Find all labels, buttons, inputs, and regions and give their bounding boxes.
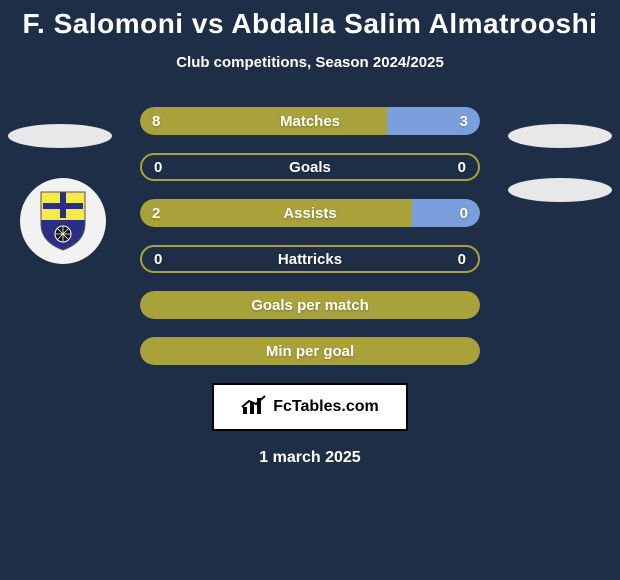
chart-icon [241,394,267,421]
fctables-badge: FcTables.com [212,383,408,431]
stat-left-value: 0 [154,247,162,271]
stat-bar: 0 0Goals [140,153,480,181]
date-label: 1 march 2025 [0,449,620,467]
stat-right-value: 0 [458,155,466,179]
fctables-label: FcTables.com [273,398,379,416]
subtitle: Club competitions, Season 2024/2025 [0,54,620,71]
stat-right-value: 0 [458,247,466,271]
page-title: F. Salomoni vs Abdalla Salim Almatrooshi [0,0,620,40]
stat-bar: Min per goal [140,337,480,365]
stat-bar: 20Assists [140,199,480,227]
stat-bar: 0 0Hattricks [140,245,480,273]
stat-left-value: 0 [154,155,162,179]
stat-bar: 83Matches [140,107,480,135]
stat-bars: 83Matches00Goals20Assists00HattricksGoal… [140,107,480,365]
stat-label: Goals [142,155,478,179]
stat-bar: Goals per match [140,291,480,319]
stat-label: Hattricks [142,247,478,271]
